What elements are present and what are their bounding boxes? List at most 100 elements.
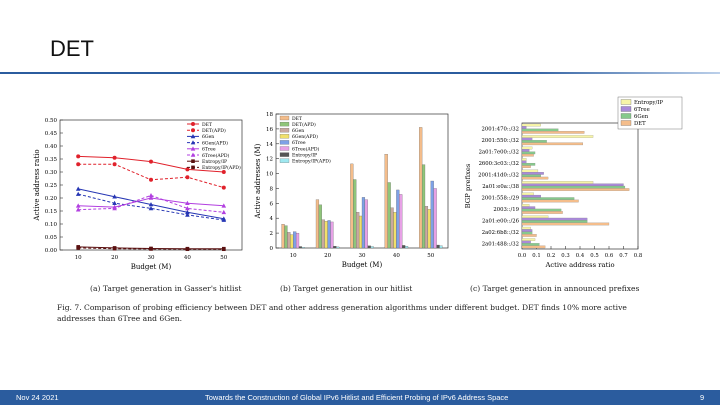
data-point	[148, 193, 154, 198]
bar	[521, 135, 594, 138]
bar	[521, 245, 546, 249]
y-tick-label: 16	[266, 127, 273, 133]
data-point	[221, 203, 227, 208]
legend-marker	[191, 128, 195, 133]
data-point	[112, 194, 117, 199]
x-axis-label: Budget (M)	[342, 261, 383, 269]
bar	[521, 240, 531, 244]
chart-c-hbars: 0.0 0.1 0.2 0.3 0.4 0.5 0.6 0.7 0.8 2001:470::/32…	[464, 96, 683, 269]
y-tick-label: 14	[266, 142, 273, 148]
bar	[521, 238, 536, 241]
x-tick-label: 0.0	[518, 253, 527, 259]
bar	[521, 222, 610, 226]
legend-swatch	[279, 152, 290, 157]
footer-title: Towards the Construction of Global IPv6 …	[205, 393, 509, 402]
bar	[521, 208, 562, 212]
bar	[521, 204, 530, 207]
data-point	[76, 246, 80, 250]
x-axis-label: Active address ratio	[544, 261, 614, 269]
bar	[421, 164, 426, 249]
bar	[390, 207, 394, 249]
bar	[521, 194, 541, 198]
bar	[318, 204, 322, 249]
y-tick-label: 6	[270, 201, 274, 207]
x-tick-label: 0.3	[561, 253, 569, 259]
bar	[350, 163, 354, 249]
bar	[295, 232, 300, 249]
data-point	[76, 154, 81, 159]
chart-b-panel: 0 2 4 6 8 10 12 14 16 18 10 20 30 40 50 Budget (M) Activ…	[252, 108, 452, 272]
y-axis-label: BGP prefixes	[464, 163, 472, 208]
legend-label: Entropy/IP(APD)	[292, 158, 331, 165]
data-point	[75, 207, 81, 212]
legend-swatch	[279, 128, 290, 133]
footer-bar: Nov 24 2021 Towards the Construction of …	[0, 390, 720, 405]
legend-label: 6Gen(APD)	[292, 133, 318, 140]
y-tick-label: 0.25	[45, 183, 58, 189]
y-tick-label: 4	[270, 216, 274, 222]
y-tick-label: 2a01:e0a::/38	[482, 184, 519, 190]
y-tick-label: 0.15	[45, 209, 58, 215]
bar	[370, 246, 374, 249]
x-tick-label: 50	[427, 253, 434, 259]
data-point	[185, 206, 190, 211]
data-point	[185, 200, 190, 205]
bar	[298, 246, 303, 249]
x-tick-label: 10	[290, 253, 297, 259]
bar	[521, 192, 534, 196]
bar	[521, 183, 624, 187]
data-point	[148, 195, 154, 200]
data-point	[112, 155, 117, 160]
bar	[521, 162, 536, 166]
bar	[521, 206, 536, 210]
data-point	[185, 212, 190, 217]
bar	[521, 165, 531, 168]
bar	[330, 221, 334, 249]
chart-a-line: 0.00 0.05 0.10 0.15 0.20 0.25 0.30 0.35 0.40 0.45…	[33, 118, 243, 271]
bar	[404, 246, 409, 249]
y-tick-label: 2600:3c03::/32	[479, 161, 519, 167]
legend-marker	[191, 159, 195, 163]
bar	[521, 181, 594, 184]
data-point	[149, 177, 153, 182]
y-tick-label: 0.10	[45, 222, 58, 228]
y-tick-label: 2a01:488::/32	[482, 241, 519, 247]
x-tick-label: 20	[324, 253, 331, 259]
bar	[521, 151, 536, 155]
bar	[430, 180, 434, 249]
legend-marker	[191, 165, 195, 170]
legend-swatch	[620, 113, 632, 119]
bar	[521, 229, 533, 232]
bar	[521, 185, 626, 189]
legend-swatch	[620, 99, 632, 105]
title-divider	[0, 72, 720, 76]
chart-b-bars: 0 2 4 6 8 10 12 14 16 18 10 20 30 40 50 Budget (M) Activ…	[254, 112, 449, 269]
bar	[521, 131, 585, 134]
y-tick-label: 0.50	[45, 118, 58, 124]
page-number: 9	[700, 393, 705, 402]
bar	[521, 211, 563, 214]
bar	[324, 221, 328, 249]
bar	[521, 215, 549, 219]
data-point	[75, 191, 81, 196]
bar	[521, 160, 527, 164]
legend-label: 6Tree(APD)	[292, 145, 320, 152]
bar	[293, 231, 297, 249]
slide-title: DET	[50, 36, 94, 61]
legend-swatch	[279, 121, 290, 127]
data-point	[221, 185, 226, 190]
bar	[521, 172, 544, 175]
bar	[521, 126, 527, 129]
legend-marker	[191, 122, 195, 126]
x-tick-label: 0.7	[619, 253, 627, 259]
bar	[521, 188, 630, 191]
x-tick-label: 20	[111, 255, 118, 261]
y-tick-label: 2a01:7e00::/32	[479, 150, 519, 156]
bar	[301, 247, 305, 249]
x-tick-label: 30	[148, 255, 155, 261]
bar	[367, 245, 371, 249]
bar	[521, 142, 584, 146]
bar	[287, 232, 291, 249]
bar	[427, 209, 431, 249]
legend-swatch	[620, 106, 632, 112]
